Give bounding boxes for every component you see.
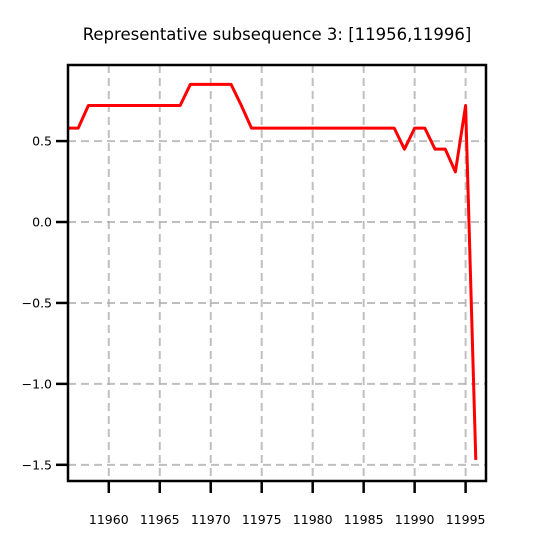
x-tick-label: 11980 [293, 512, 333, 527]
x-tick-label: 11965 [140, 512, 180, 527]
y-tick-label: 0.0 [32, 215, 52, 230]
x-tick-label: 11970 [191, 512, 231, 527]
x-tick-label: 11995 [446, 512, 486, 527]
x-tick-label: 11975 [242, 512, 282, 527]
axis-ticks: 11960 11965 11970 11975 11980 11985 11990 11995… [22, 134, 486, 527]
y-tick-label: 0.5 [32, 134, 52, 149]
grid [68, 65, 486, 481]
chart-title: Representative subsequence 3: [11956,119… [83, 25, 472, 44]
y-tick-label: −1.0 [22, 376, 52, 391]
x-tick-label: 11990 [395, 512, 435, 527]
x-tick-label: 11985 [344, 512, 384, 527]
plot-frame [66, 63, 488, 483]
x-tick-label: 11960 [89, 512, 129, 527]
y-tick-label: −0.5 [22, 295, 52, 310]
series-layer [68, 82, 478, 461]
y-tick-label: −1.5 [22, 457, 52, 472]
series-line [68, 82, 478, 461]
